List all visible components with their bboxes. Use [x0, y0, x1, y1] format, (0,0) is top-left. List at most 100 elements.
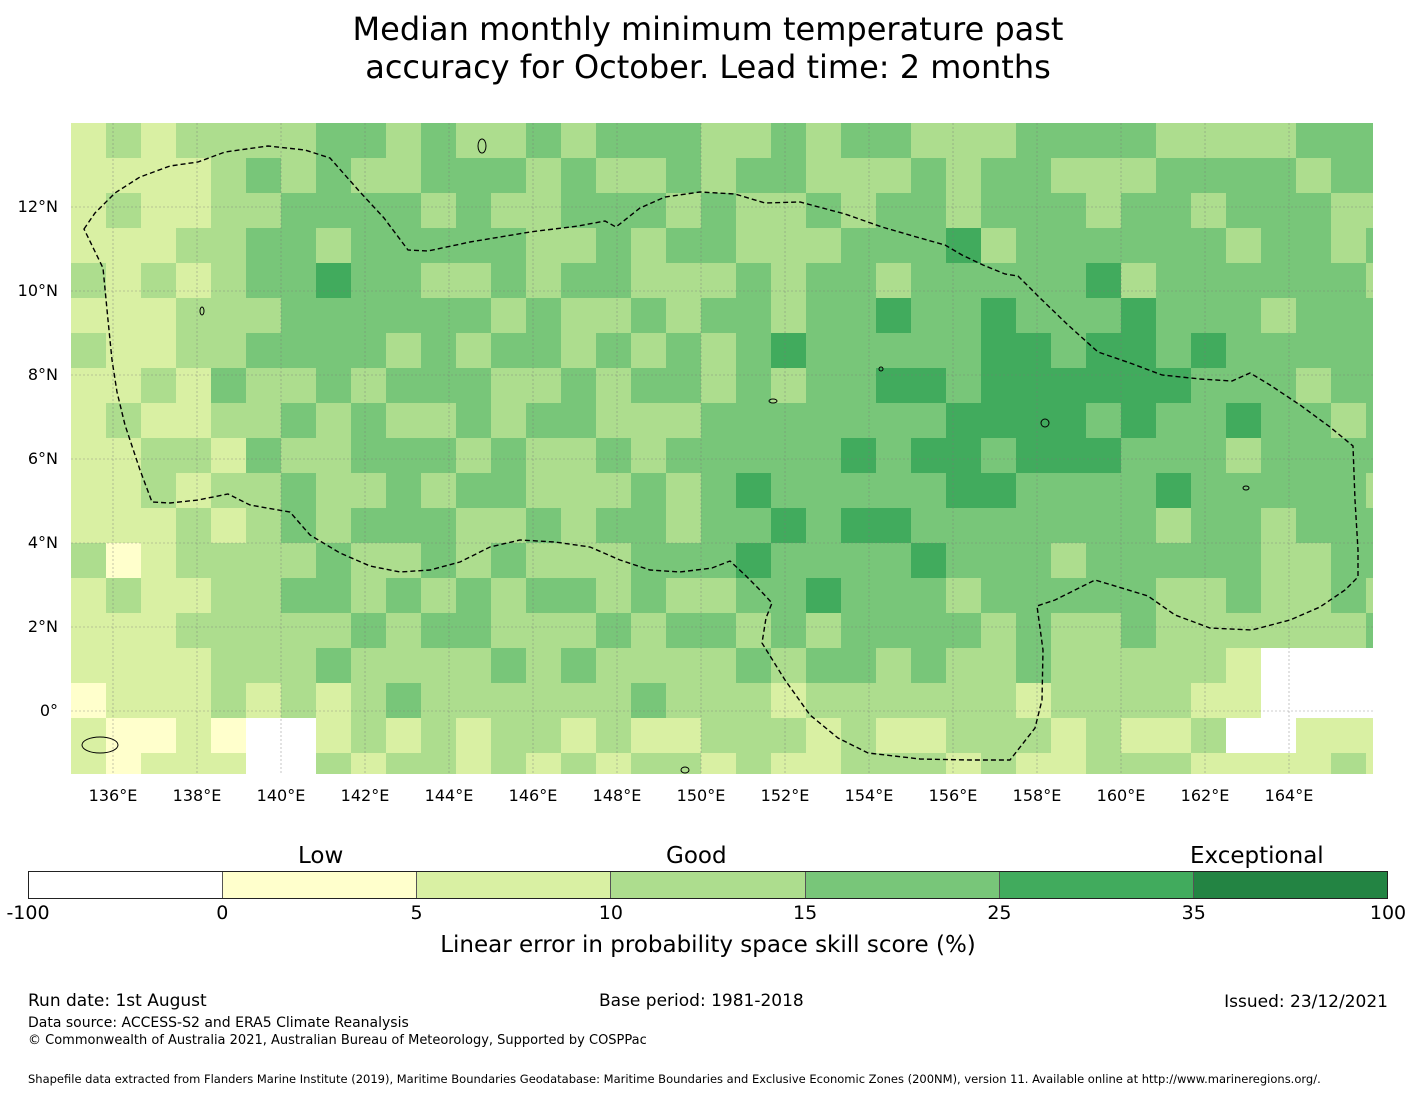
grid-cell: [806, 578, 841, 613]
grid-cell: [1121, 648, 1156, 683]
grid-cell: [561, 438, 596, 473]
grid-cell: [176, 578, 211, 613]
grid-cell: [281, 368, 316, 403]
grid-cell: [351, 718, 386, 753]
grid-cell: [596, 648, 631, 683]
grid-cell: [561, 333, 596, 368]
longitude-tick-label: 156°E: [928, 786, 978, 805]
grid-cell: [316, 683, 351, 718]
grid-cell: [1121, 298, 1156, 333]
grid-cell: [1016, 578, 1051, 613]
grid-cell: [386, 368, 421, 403]
grid-cell: [771, 403, 806, 438]
grid-cell: [1261, 683, 1296, 718]
grid-cell: [1191, 578, 1226, 613]
grid-cell: [1226, 683, 1261, 718]
grid-cell: [841, 438, 876, 473]
colorbar-tick-label: 0: [216, 902, 229, 924]
grid-cell: [876, 543, 911, 578]
grid-cell: [1261, 473, 1296, 508]
grid-cell: [946, 158, 981, 193]
grid-cell: [1121, 228, 1156, 263]
grid-cell: [1051, 578, 1086, 613]
grid-cell: [1121, 263, 1156, 298]
grid-cell: [1086, 508, 1121, 543]
grid-cell: [841, 298, 876, 333]
grid-cell: [421, 158, 456, 193]
grid-cell: [211, 228, 246, 263]
grid-cell: [246, 578, 281, 613]
grid-cell: [771, 263, 806, 298]
grid-cell: [1226, 193, 1261, 228]
grid-cell: [1226, 228, 1261, 263]
grid-cell: [1261, 508, 1296, 543]
grid-cell: [491, 123, 526, 158]
grid-cell: [176, 193, 211, 228]
grid-cell: [1366, 613, 1373, 648]
grid-cell: [981, 123, 1016, 158]
grid-cell: [981, 193, 1016, 228]
grid-cell: [281, 333, 316, 368]
grid-cell: [1121, 543, 1156, 578]
island-outlines: [81, 138, 1250, 774]
grid-cell: [1086, 438, 1121, 473]
grid-cell: [141, 543, 176, 578]
grid-cell: [1086, 718, 1121, 753]
grid-cell: [596, 123, 631, 158]
grid-cell: [771, 753, 806, 774]
grid-cell: [841, 333, 876, 368]
grid-cell: [1261, 753, 1296, 774]
grid-cell: [596, 263, 631, 298]
grid-cell: [631, 648, 666, 683]
grid-cell: [1261, 543, 1296, 578]
grid-cell: [386, 403, 421, 438]
grid-cell: [911, 438, 946, 473]
grid-cell: [736, 263, 771, 298]
grid-cell: [491, 438, 526, 473]
grid-cell: [1296, 158, 1331, 193]
grid-cell: [281, 578, 316, 613]
longitude-tick-label: 162°E: [1180, 786, 1230, 805]
grid-cell: [736, 228, 771, 263]
grid-cell: [211, 648, 246, 683]
grid-cell: [1121, 578, 1156, 613]
grid-cell: [1121, 613, 1156, 648]
grid-cell: [526, 263, 561, 298]
grid-cell: [246, 753, 281, 774]
grid-cell: [666, 228, 701, 263]
latitude-tick-label: 0°: [39, 701, 58, 720]
grid-cell: [1261, 403, 1296, 438]
grid-cell: [701, 158, 736, 193]
island-outline: [81, 736, 119, 754]
grid-cell: [596, 578, 631, 613]
grid-cell: [631, 753, 666, 774]
grid-cell: [1296, 263, 1331, 298]
island-outline: [1242, 485, 1250, 491]
grid-cell: [456, 683, 491, 718]
grid-cell: [106, 368, 141, 403]
grid-cell: [141, 333, 176, 368]
grid-cell: [211, 613, 246, 648]
grid-cell: [1016, 228, 1051, 263]
grid-cell: [1191, 438, 1226, 473]
grid-cell: [211, 578, 246, 613]
grid-cell: [596, 718, 631, 753]
grid-cell: [736, 403, 771, 438]
grid-cell: [1366, 333, 1373, 368]
grid-cell: [1366, 543, 1373, 578]
grid-cell: [876, 613, 911, 648]
grid-cell: [631, 718, 666, 753]
grid-cell: [666, 508, 701, 543]
grid-cell: [876, 333, 911, 368]
grid-cell: [806, 193, 841, 228]
grid-cell: [106, 473, 141, 508]
grid-cell: [1016, 718, 1051, 753]
grid-cell: [1156, 718, 1191, 753]
grid-cell: [1261, 578, 1296, 613]
grid-cell: [211, 683, 246, 718]
grid-cell: [771, 508, 806, 543]
grid-cell: [281, 193, 316, 228]
grid-cell: [561, 403, 596, 438]
grid-cell: [141, 368, 176, 403]
grid-cell: [666, 473, 701, 508]
